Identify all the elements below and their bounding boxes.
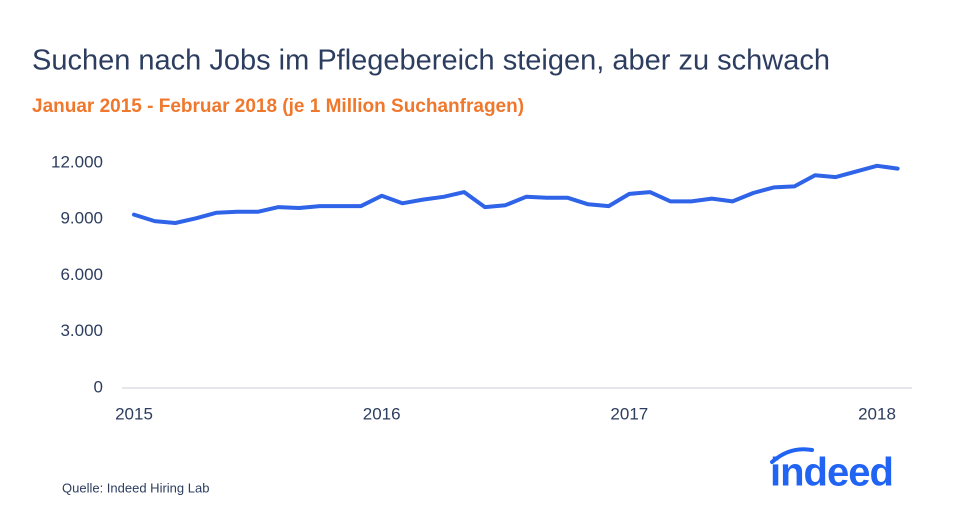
x-tick-label: 2018 [858,404,896,423]
y-tick-label: 6.000 [60,265,103,284]
source: Quelle: Indeed Hiring Lab [62,480,209,495]
x-tick-label: 2017 [610,404,648,423]
chart-title: Suchen nach Jobs im Pflegebereich steige… [32,45,830,77]
line [132,163,900,225]
chart-subtitle: Januar 2015 - Februar 2018 (je 1 Million… [32,96,524,117]
y-tick-label: 12.000 [51,152,103,171]
y-tick-label: 0 [94,377,103,396]
y-tick-label: 9.000 [60,209,103,228]
y-tick-label: 3.000 [60,321,103,340]
x-tick-label: 2015 [115,404,153,423]
logo: indeed [770,451,893,495]
x-tick-label: 2016 [363,404,401,423]
logo-arc [770,447,814,464]
